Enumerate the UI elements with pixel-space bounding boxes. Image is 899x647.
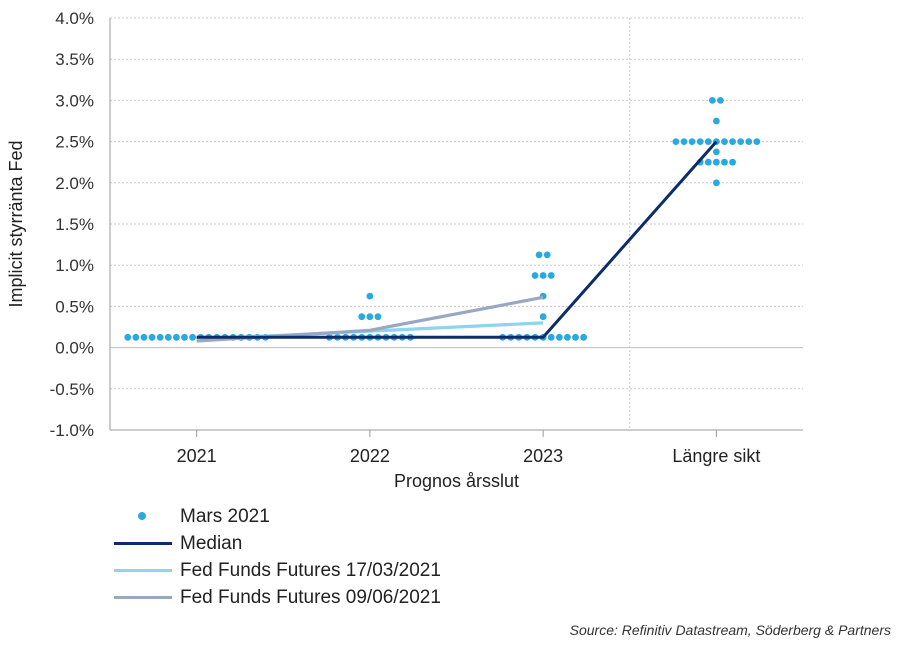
legend-item-futures-2: Fed Funds Futures 09/06/2021 — [110, 584, 441, 611]
y-tick-label: 1.0% — [55, 256, 94, 275]
dot-point — [539, 313, 547, 321]
y-axis-title: Implicit styrränta Fed — [6, 140, 26, 307]
legend-item-dots: Mars 2021 — [110, 503, 441, 530]
dot-point — [132, 333, 140, 341]
dot-point — [704, 138, 712, 146]
legend-label-dots: Mars 2021 — [180, 505, 270, 527]
y-tick-label: 2.0% — [55, 174, 94, 193]
dot-point — [555, 333, 563, 341]
legend-line-futures-2 — [114, 596, 172, 599]
y-tick-label: 1.5% — [55, 215, 94, 234]
dot-point — [745, 138, 753, 146]
legend: Mars 2021 Median Fed Funds Futures 17/03… — [110, 503, 441, 611]
dot-point — [535, 251, 543, 259]
legend-line-futures-1 — [114, 569, 172, 572]
y-tick-label: 4.0% — [55, 9, 94, 28]
dot-point — [366, 292, 374, 300]
dot-point — [140, 333, 148, 341]
y-tick-label: -0.5% — [50, 380, 94, 399]
dot-point — [672, 138, 680, 146]
legend-dot-swatch — [138, 512, 146, 520]
dot-point — [721, 138, 728, 146]
dot-point — [539, 272, 547, 279]
chart: -1.0% -0.5% 0.0% 0.5% 1.0% 1.5% 2.0% 2.5% 3.0% 3.… — [6, 9, 803, 491]
legend-label-futures-1: Fed Funds Futures 17/03/2021 — [180, 559, 441, 581]
dot-point — [753, 138, 761, 146]
dot-point — [543, 251, 551, 259]
dot-point — [729, 138, 736, 146]
legend-item-median: Median — [110, 530, 441, 557]
dot-point — [358, 313, 366, 321]
dot-point — [164, 333, 172, 341]
dot-point — [181, 333, 188, 341]
dot-point — [189, 333, 196, 341]
x-tick-label: 2023 — [523, 446, 563, 466]
y-tick-label: 0.5% — [55, 297, 94, 316]
dot-point — [704, 158, 712, 166]
y-tick-label: 2.5% — [55, 133, 94, 152]
dot-point — [547, 333, 555, 341]
y-tick-label: 3.0% — [55, 91, 94, 110]
dot-point — [366, 313, 374, 321]
y-tick-label: -1.0% — [50, 421, 94, 440]
dot-point — [148, 333, 156, 341]
dot-point — [572, 333, 579, 341]
y-tick-label: 3.5% — [55, 50, 94, 69]
dot-point — [729, 158, 736, 166]
legend-label-futures-2: Fed Funds Futures 09/06/2021 — [180, 586, 441, 608]
dot-point — [531, 272, 539, 279]
dot-point — [580, 333, 588, 341]
dot-point — [721, 158, 728, 166]
dot-point — [712, 179, 720, 187]
x-tick-label: 2022 — [350, 446, 390, 466]
dot-point — [696, 138, 704, 146]
dot-point — [712, 148, 720, 156]
dot-point — [564, 333, 571, 341]
x-tick-label: Längre sikt — [672, 446, 760, 466]
dot-point — [717, 97, 724, 104]
dot-point — [172, 333, 180, 341]
legend-label-median: Median — [180, 532, 243, 554]
y-tick-label: 0.0% — [55, 339, 94, 358]
dot-point — [688, 138, 696, 146]
dot-point — [124, 333, 132, 341]
dot-point — [712, 117, 720, 125]
x-axis-title: Prognos årsslut — [394, 471, 519, 491]
source-note: Source: Refinitiv Datastream, Söderberg … — [569, 622, 891, 638]
dot-point — [680, 138, 688, 146]
dot-point — [712, 158, 720, 166]
dot-point — [156, 333, 164, 341]
dot-point — [547, 272, 555, 279]
legend-item-futures-1: Fed Funds Futures 17/03/2021 — [110, 557, 441, 584]
series-line-median — [196, 140, 718, 339]
legend-line-median — [114, 542, 172, 545]
dot-point — [374, 313, 382, 321]
x-tick-label: 2021 — [177, 446, 217, 466]
dot-point — [737, 138, 745, 146]
dot-point — [708, 97, 716, 104]
